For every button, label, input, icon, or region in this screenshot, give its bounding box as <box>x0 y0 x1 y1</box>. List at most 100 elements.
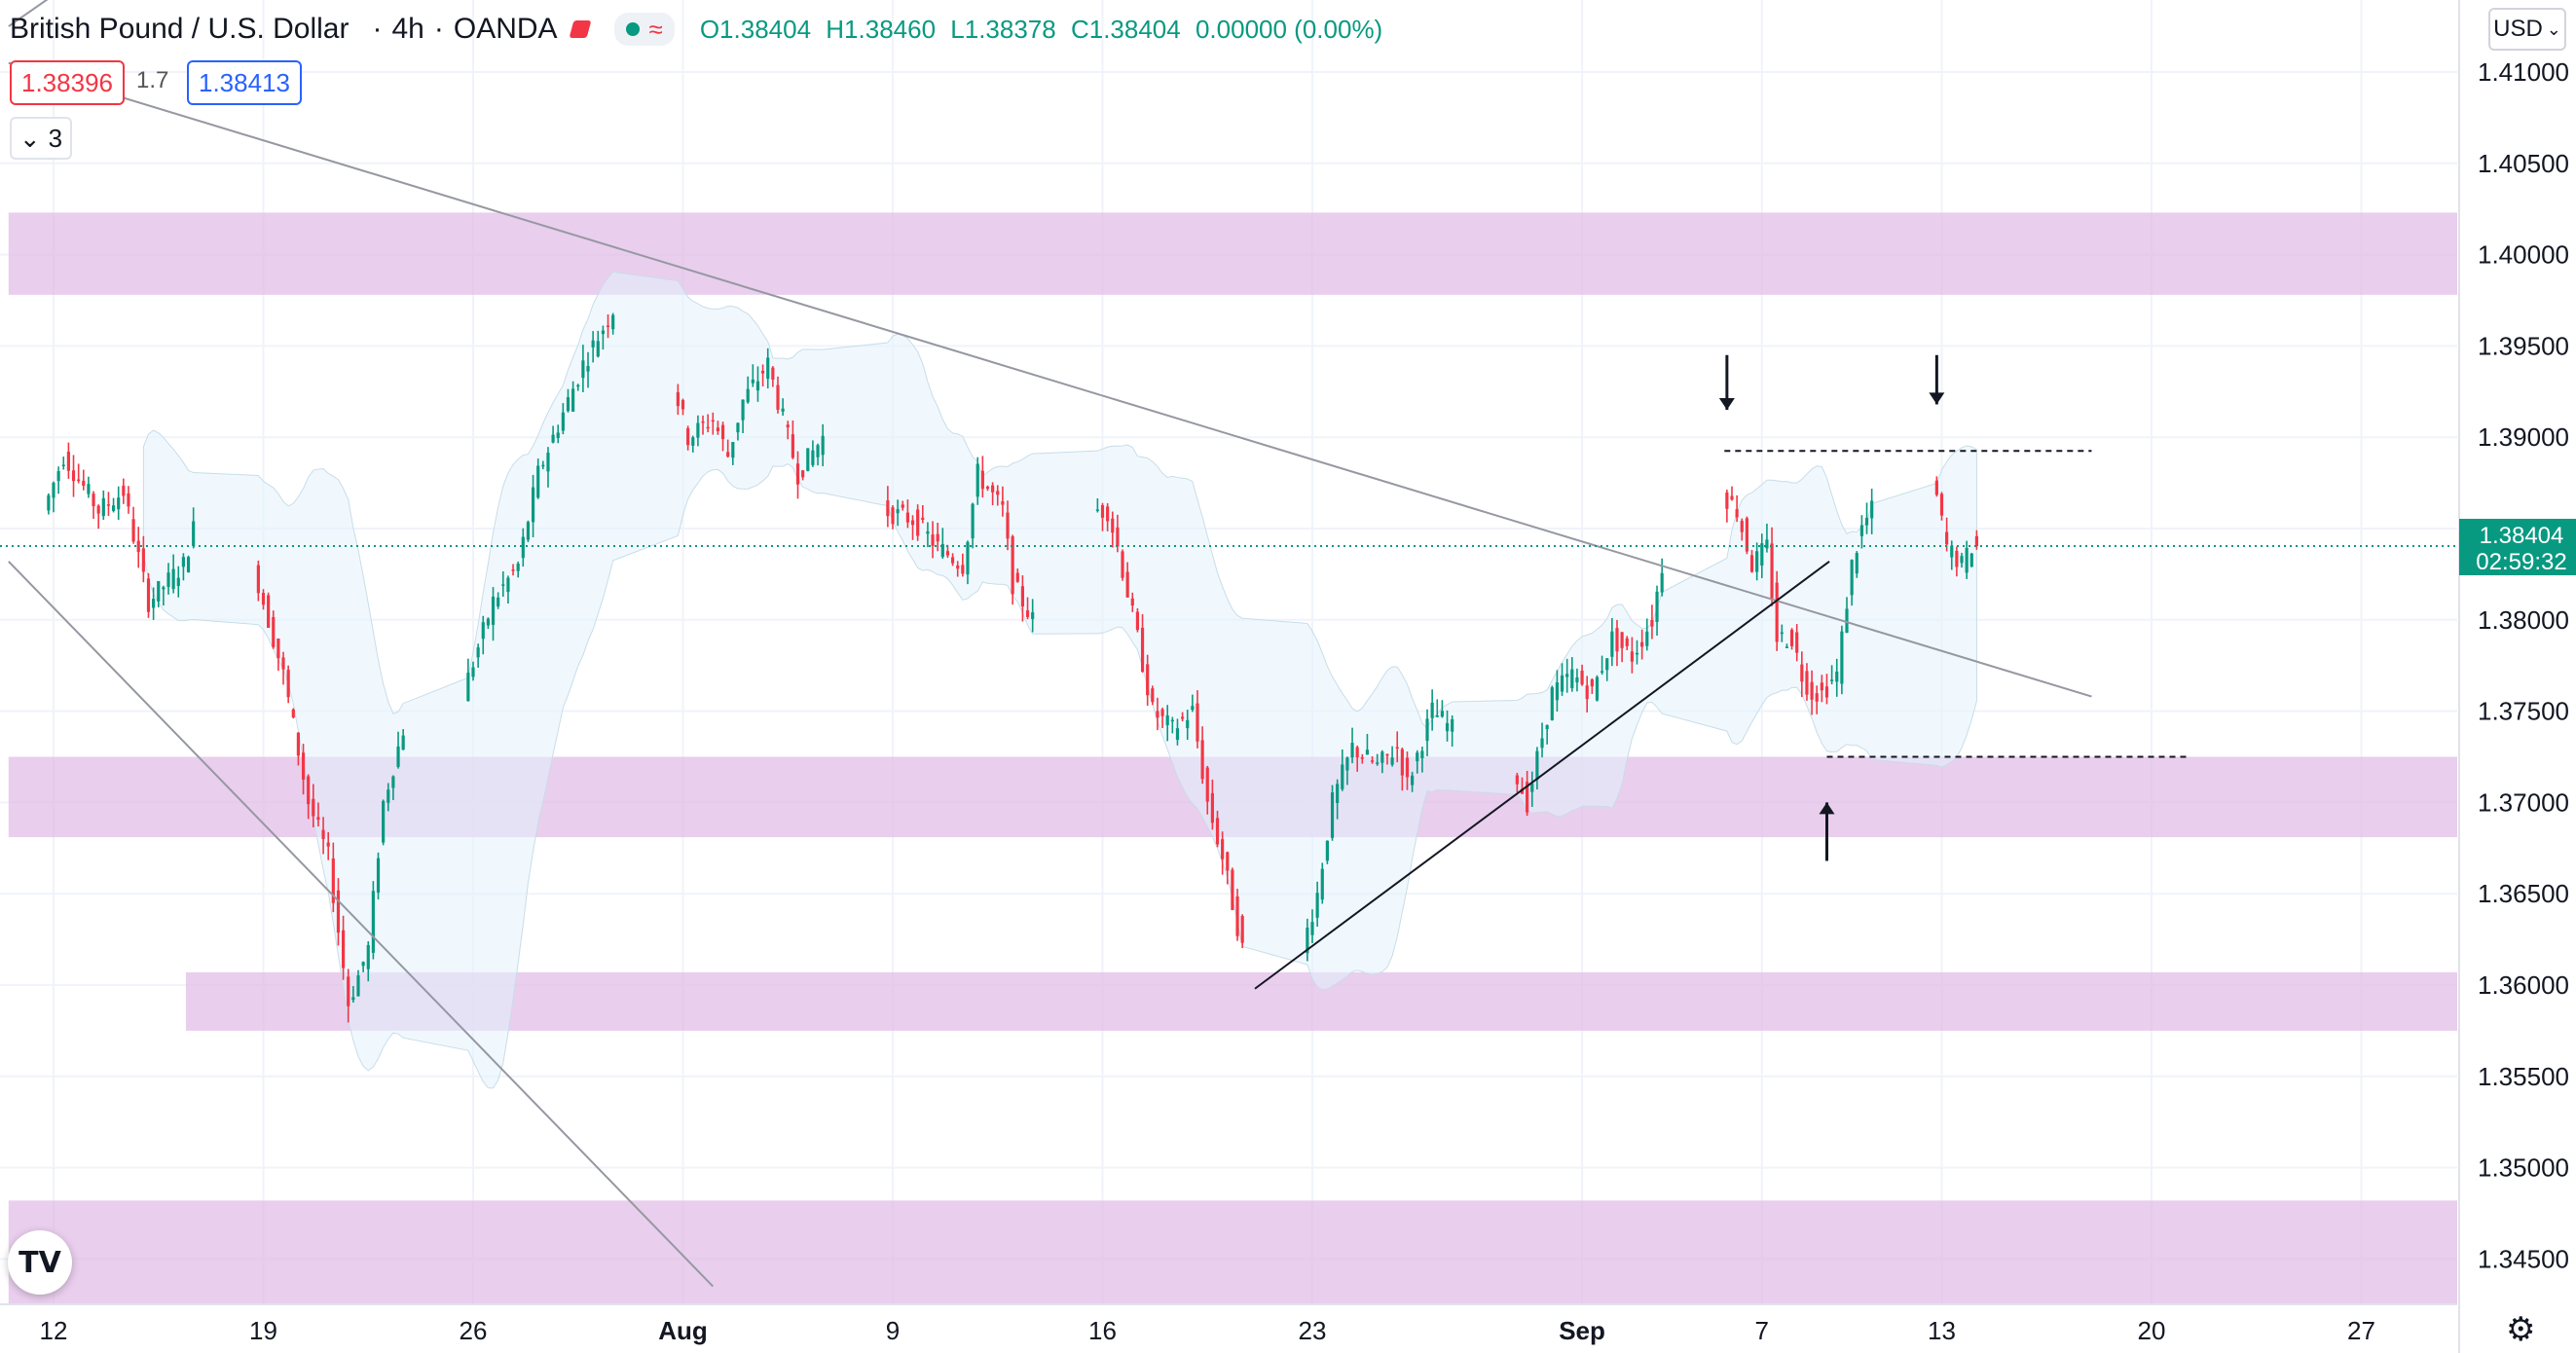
interval-label[interactable]: 4h <box>391 13 424 45</box>
price-tick-label: 1.38000 <box>2478 605 2569 635</box>
arrow-head <box>1718 398 1735 411</box>
candle-body <box>1760 543 1764 566</box>
candle-body <box>1824 686 1829 698</box>
candle-body <box>1310 922 1314 935</box>
candle-body <box>901 504 904 508</box>
candlestick-series[interactable] <box>47 312 1979 1023</box>
candle-body <box>1440 711 1444 717</box>
ohlc-high: H1.38460 <box>826 14 937 44</box>
time-tick-label: 16 <box>1088 1316 1117 1345</box>
candle-body <box>56 471 60 482</box>
separator-dot: · <box>433 13 444 45</box>
separator-dot: · <box>372 13 383 45</box>
tradingview-logo-icon[interactable]: 𝗧𝗩 <box>8 1230 72 1295</box>
candle-body <box>945 551 950 556</box>
candle-body <box>1140 627 1145 672</box>
candle-body <box>551 434 555 443</box>
candle-body <box>1595 676 1600 701</box>
candle-body <box>940 544 944 558</box>
candle-body <box>1420 750 1424 759</box>
candle-body <box>1815 693 1819 702</box>
price-tick-label: 1.39000 <box>2478 422 2569 452</box>
gear-icon[interactable]: ⚙ <box>2506 1311 2536 1348</box>
candle-body <box>1006 512 1010 539</box>
delayed-wave-icon: ≈ <box>648 15 663 44</box>
time-tick-label: 20 <box>2138 1316 2166 1345</box>
data-status-pill[interactable]: ≈ <box>613 13 675 46</box>
candle-body <box>1640 641 1644 647</box>
candle-body <box>1615 628 1619 652</box>
candle-body <box>366 944 370 969</box>
candle-body <box>546 453 550 472</box>
candle-body <box>71 470 76 482</box>
candle-body <box>791 434 794 458</box>
candle-body <box>1385 753 1389 756</box>
price-tick-label: 1.34500 <box>2478 1244 2569 1273</box>
candle-body <box>1376 762 1380 764</box>
chevron-down-icon: ⌄ <box>18 123 41 153</box>
candle-body <box>771 367 775 380</box>
symbol-name[interactable]: British Pound / U.S. Dollar <box>10 13 350 45</box>
candle-body <box>571 388 575 412</box>
candle-body <box>821 435 825 456</box>
candle-body <box>1315 893 1319 918</box>
candle-body <box>755 381 760 391</box>
candle-body <box>691 437 695 446</box>
candle-body <box>1210 792 1214 823</box>
candle-body <box>531 487 535 523</box>
candle-body <box>1580 670 1584 685</box>
market-status-icon[interactable] <box>569 20 591 38</box>
candle-body <box>1655 591 1659 622</box>
sell-price-button[interactable]: 1.38396 <box>10 60 125 105</box>
candle-body <box>975 463 979 497</box>
candle-body <box>1650 620 1654 627</box>
candle-body <box>1765 539 1769 549</box>
candle-body <box>136 540 140 553</box>
candle-body <box>152 599 156 608</box>
candle-body <box>1345 757 1349 771</box>
candle-body <box>296 732 301 756</box>
drawing-objects[interactable] <box>0 0 2457 1288</box>
candle-body <box>1820 682 1823 691</box>
candle-body <box>1380 751 1384 763</box>
candle-body <box>1845 608 1849 634</box>
source-label: OANDA <box>453 13 558 45</box>
candle-body <box>706 426 710 429</box>
candle-body <box>491 596 496 625</box>
candle-body <box>1306 928 1309 954</box>
candle-body <box>726 452 730 457</box>
candle-body <box>321 829 325 840</box>
ohlc-change: 0.00000 (0.00%) <box>1195 14 1383 44</box>
candle-body <box>1939 494 1944 516</box>
currency-selector[interactable]: USD ⌄ <box>2488 8 2566 51</box>
candle-body <box>371 891 375 953</box>
candle-body <box>466 673 470 702</box>
candle-body <box>1560 675 1564 692</box>
candle-body <box>611 314 615 330</box>
indicators-toggle-button[interactable]: ⌄ 3 <box>10 117 72 160</box>
candle-body <box>1645 631 1649 646</box>
candle-body <box>776 384 780 410</box>
candle-body <box>401 735 405 750</box>
candle-body <box>1620 632 1624 648</box>
candle-body <box>376 858 381 894</box>
candle-body <box>1390 757 1394 765</box>
candle-body <box>82 480 86 486</box>
candle-body <box>511 569 515 571</box>
ohlc-open: O1.38404 <box>699 14 812 44</box>
buy-price-button[interactable]: 1.38413 <box>187 60 302 105</box>
candle-body <box>891 507 895 525</box>
candle-body <box>985 486 990 490</box>
candle-body <box>1001 501 1005 505</box>
candle-body <box>696 422 700 438</box>
price-tick-label: 1.40500 <box>2478 149 2569 178</box>
candle-body <box>741 399 745 421</box>
candle-body <box>936 533 939 542</box>
time-tick-label: 26 <box>460 1316 488 1345</box>
time-tick-label: 19 <box>249 1316 277 1345</box>
candle-body <box>761 370 765 374</box>
candle-body <box>1181 716 1185 719</box>
candle-body <box>711 420 715 422</box>
